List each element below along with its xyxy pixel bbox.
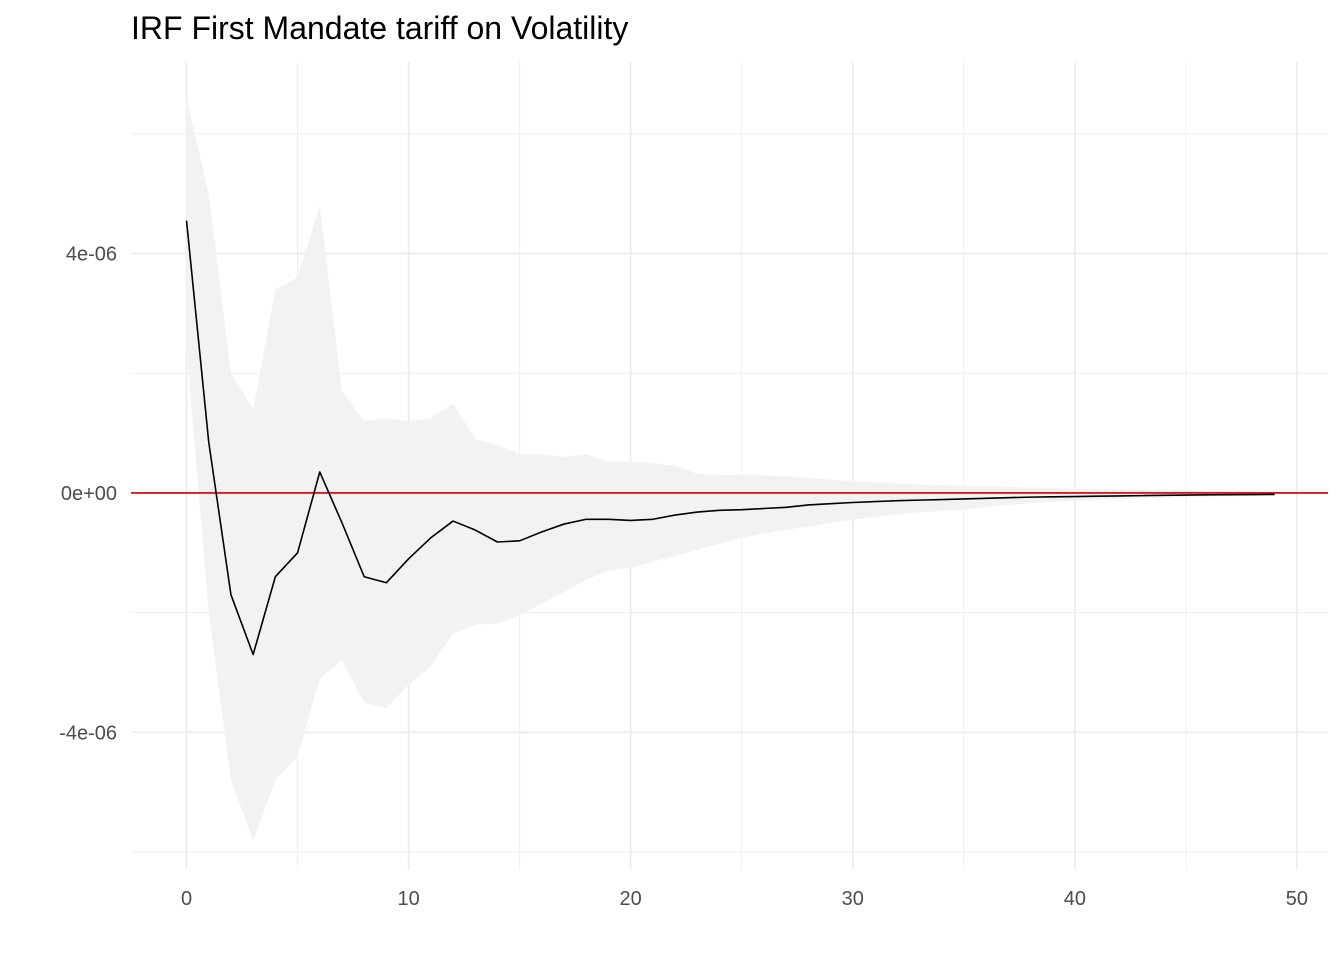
x-tick-label: 50 bbox=[1286, 888, 1308, 910]
y-tick-label: 4e-06 bbox=[66, 244, 117, 266]
x-tick-label: 0 bbox=[181, 888, 192, 910]
irf-series bbox=[185, 220, 1275, 656]
chart-title: IRF First Mandate tariff on Volatility bbox=[131, 10, 629, 46]
confidence-band bbox=[186, 97, 1275, 841]
x-tick-label: 40 bbox=[1064, 888, 1086, 910]
y-axis-tick-labels: -4e-06 0e+00 4e-06 bbox=[59, 244, 117, 745]
irf-line bbox=[185, 220, 1275, 656]
x-tick-label: 10 bbox=[397, 888, 419, 910]
y-tick-label: -4e-06 bbox=[59, 722, 117, 744]
y-tick-label: 0e+00 bbox=[61, 483, 117, 505]
x-tick-label: 30 bbox=[842, 888, 864, 910]
x-tick-label: 20 bbox=[620, 888, 642, 910]
x-axis-tick-labels: 0 10 20 30 40 50 bbox=[181, 888, 1308, 910]
